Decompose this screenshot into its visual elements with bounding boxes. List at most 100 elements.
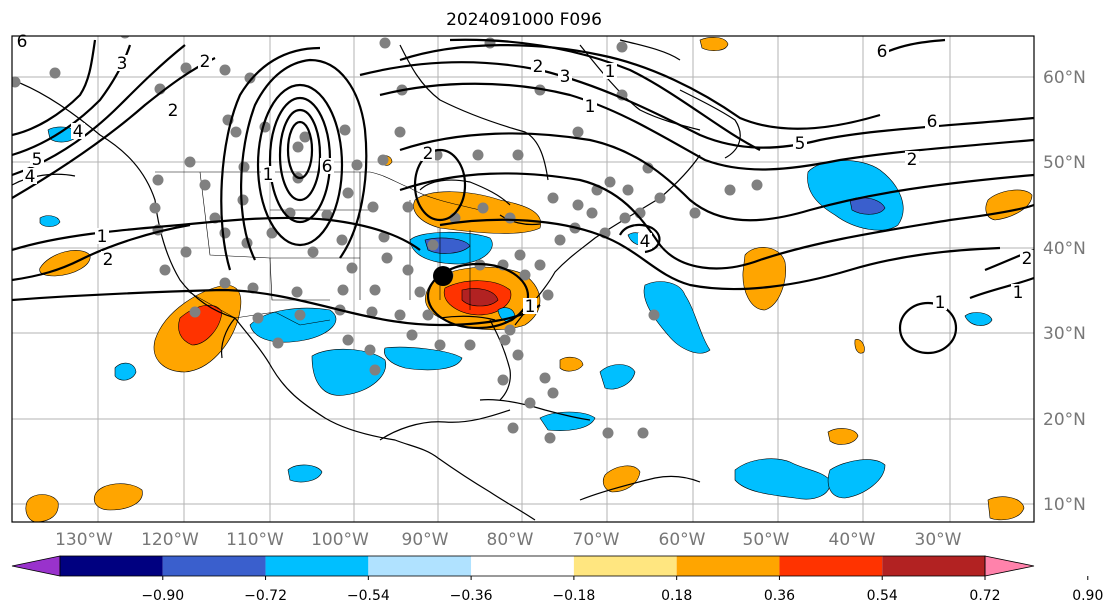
colorbar-segment: [368, 556, 472, 576]
contour-label: 4: [25, 167, 36, 187]
contour-label: 1: [1013, 283, 1024, 303]
lon-label: 60°W: [659, 530, 706, 550]
contour-label-halo: [638, 233, 652, 249]
positive-anomaly-region: [93, 483, 143, 511]
lon-label: 100°W: [311, 530, 369, 550]
colorbar-extend-low: [11, 555, 61, 577]
storm-center-marker: [433, 266, 453, 286]
lon-label: 120°W: [141, 530, 199, 550]
longitude-labels: 130°W 120°W 110°W 100°W 90°W 80°W 70°W 6…: [55, 530, 962, 550]
colorbar-tick-label: 0.54: [867, 588, 898, 604]
colorbar-tick-label: 0.18: [661, 588, 692, 604]
contour-label: 1: [263, 165, 274, 185]
negative-anomaly-region: [827, 459, 886, 499]
lon-label: 90°W: [402, 530, 449, 550]
map-frame: [11, 35, 1035, 523]
contour-label: 4: [640, 232, 651, 252]
negative-anomaly-region: [311, 348, 387, 396]
contour-label-halo: [23, 168, 37, 184]
lat-label: 30°N: [1043, 324, 1086, 344]
contour-label-halo: [603, 63, 617, 79]
colorbar-segment: [779, 556, 883, 576]
contour-label-halo: [71, 123, 85, 139]
colorbar-tick-label: 0.90: [1072, 588, 1103, 604]
colorbar-tick-label: −0.54: [347, 588, 390, 604]
colorbar: −0.90 −0.72 −0.54 −0.36 −0.18 0.18 0.36 0.54 0.7…: [11, 555, 1103, 604]
colorbar-segment: [573, 556, 677, 576]
map-title: 2024091000 F096: [446, 10, 602, 30]
positive-anomaly-region: [602, 465, 641, 493]
contour-label-halo: [198, 53, 212, 69]
positive-anomaly-region: [25, 494, 59, 522]
contour-label-halo: [95, 228, 109, 244]
contour-label-halo: [933, 294, 947, 310]
colorbar-segment: [676, 556, 780, 576]
latitude-labels: 60°N 50°N 40°N 30°N 20°N 10°N: [1043, 68, 1086, 515]
contour-label-halo: [320, 158, 334, 174]
contour-label: 6: [927, 112, 938, 132]
contour-label-halo: [523, 298, 537, 314]
contour-label: 2: [533, 57, 544, 77]
contour-label-halo: [421, 145, 435, 161]
contour-label: 2: [423, 144, 434, 164]
negative-anomaly-region: [287, 464, 323, 483]
colorbar-tick-label: 0.36: [764, 588, 795, 604]
contour-label: 1: [97, 227, 108, 247]
contour-label: 6: [877, 42, 888, 62]
positive-anomaly-region: [461, 288, 499, 307]
contour-label: 1: [525, 297, 536, 317]
contour-label-halo: [166, 102, 180, 118]
colorbar-tick-label: −0.72: [244, 588, 287, 604]
negative-anomaly-region: [964, 312, 993, 326]
contour-label-halo: [15, 33, 29, 49]
contour-label: 1: [605, 62, 616, 82]
contour-label: 1: [585, 97, 596, 117]
anomaly-shading: [25, 37, 1033, 522]
lat-label: 10°N: [1043, 495, 1086, 515]
positive-anomaly-region: [559, 356, 584, 372]
contour-label: 6: [17, 32, 28, 52]
colorbar-tick-label: −0.18: [552, 588, 595, 604]
contour-lines: [12, 38, 1034, 355]
contour-label: 3: [117, 54, 128, 74]
contour-label-halo: [1011, 284, 1025, 300]
lon-label: 80°W: [487, 530, 534, 550]
station-markers: [12, 36, 763, 444]
contour-label-halo: [30, 151, 44, 167]
colorbar-frame: [59, 555, 986, 577]
lat-label: 20°N: [1043, 410, 1086, 430]
colorbar-segment: [882, 556, 985, 576]
lat-label: 50°N: [1043, 153, 1086, 173]
contour-label: 4: [73, 122, 84, 142]
lon-label: 50°W: [743, 530, 790, 550]
contour-label: 3: [560, 67, 571, 87]
lon-label: 70°W: [573, 530, 620, 550]
contour-label-halo: [925, 113, 939, 129]
negative-anomaly-region: [643, 281, 711, 354]
contour-label-halo: [101, 251, 115, 267]
lat-label: 60°N: [1043, 68, 1086, 88]
lat-label: 40°N: [1043, 239, 1086, 259]
lon-label: 110°W: [226, 530, 284, 550]
contour-label-halo: [531, 58, 545, 74]
contour-label-halo: [115, 55, 129, 71]
colorbar-tick-label: −0.36: [450, 588, 493, 604]
contour-label-halo: [905, 151, 919, 167]
colorbar-tick-label: 0.72: [969, 588, 1000, 604]
coastlines: [12, 39, 741, 521]
contour-label-halo: [558, 68, 572, 84]
contour-label-halo: [1020, 250, 1034, 266]
contour-label: 5: [32, 150, 43, 170]
positive-anomaly-region: [699, 37, 729, 51]
lon-label: 130°W: [55, 530, 113, 550]
positive-anomaly-region: [854, 339, 865, 354]
positive-anomaly-region: [827, 428, 859, 445]
negative-anomaly-region: [114, 362, 137, 381]
colorbar-tick-label: −0.90: [141, 588, 184, 604]
lon-label: 30°W: [915, 530, 962, 550]
contour-label: 2: [1022, 249, 1033, 269]
contour-label: 6: [322, 157, 333, 177]
colorbar-segment: [265, 556, 369, 576]
